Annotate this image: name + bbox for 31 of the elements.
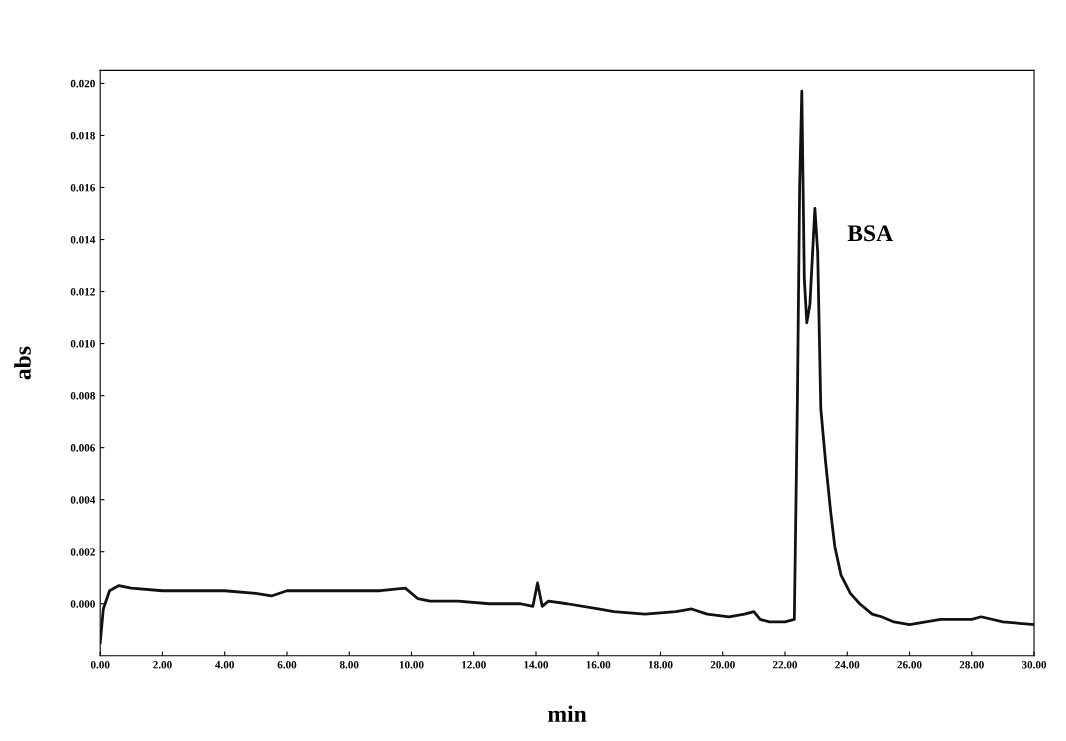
x-tick-label: 2.00	[153, 660, 172, 669]
y-tick-label: 0.004	[70, 496, 96, 504]
annotation: BSA	[847, 225, 894, 242]
x-tick-label: 8.00	[339, 660, 359, 669]
y-tick-label: 0.002	[70, 548, 95, 556]
x-tick-label: 12.00	[462, 660, 486, 669]
y-tick-label: 0.010	[70, 340, 95, 348]
y-tick-label: 0.000	[70, 600, 95, 608]
y-tick-label: 0.006	[70, 444, 96, 452]
x-tick-label: 10.00	[399, 660, 424, 669]
x-tick-label: 0.00	[90, 660, 110, 669]
x-tick-label: 6.00	[277, 660, 297, 669]
y-tick-label: 0.014	[70, 235, 96, 244]
y-tick-label: 0.020	[70, 79, 95, 88]
x-tick-label: 24.00	[835, 660, 860, 669]
x-tick-label: 28.00	[959, 660, 984, 669]
x-tick-label: 20.00	[710, 660, 735, 669]
y-tick-label: 0.018	[70, 131, 95, 140]
x-tick-label: 14.00	[524, 660, 549, 669]
y-tick-label: 0.016	[70, 183, 96, 192]
x-tick-label: 22.00	[772, 660, 798, 669]
x-axis-title: min	[548, 705, 587, 722]
x-tick-label: 4.00	[215, 660, 235, 669]
y-tick-label: 0.008	[70, 392, 95, 400]
y-tick-label: 0.012	[70, 288, 95, 296]
x-tick-label: 26.00	[897, 660, 922, 669]
y-axis-title: abs	[14, 346, 31, 380]
x-tick-label: 30.00	[1021, 660, 1047, 669]
line-series	[100, 89, 1035, 645]
x-tick-label: 16.00	[586, 660, 611, 669]
x-tick-label: 18.00	[648, 660, 673, 669]
